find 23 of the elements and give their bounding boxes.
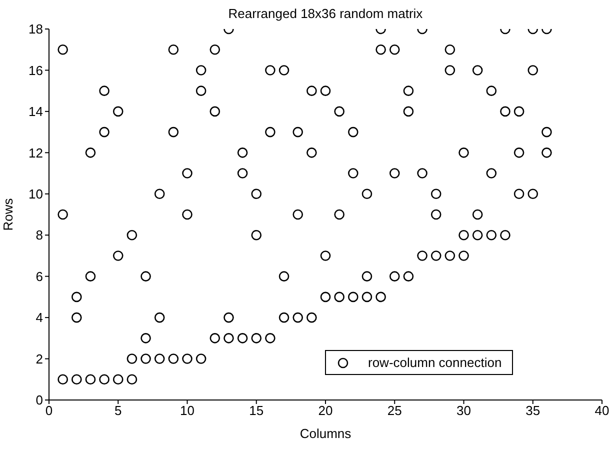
x-tick-label: 35 [526,403,540,418]
y-tick-label: 10 [28,186,43,202]
x-tick-label: 5 [114,403,122,418]
y-tick-label: 12 [28,145,43,160]
legend-label: row-column connection [368,355,502,370]
x-tick-label: 10 [180,403,194,418]
x-tick-label: 40 [594,403,610,418]
x-tick-label: 25 [387,403,402,418]
y-tick-label: 2 [36,351,43,366]
y-axis-title: Rows [0,198,16,231]
x-axis-title: Columns [300,426,352,441]
x-tick-label: 20 [318,403,333,418]
chart-title: Rearranged 18x36 random matrix [227,6,424,21]
y-tick-label: 4 [36,310,43,326]
x-tick-label: 30 [456,403,471,418]
y-tick-label: 0 [36,392,43,408]
y-tick-label: 18 [28,22,43,37]
y-tick-label: 16 [28,62,43,78]
x-tick-label: 15 [249,403,264,418]
y-tick-label: 6 [36,268,43,284]
x-tick-label: 0 [45,403,53,418]
y-tick-label: 14 [28,104,43,120]
y-tick-label: 8 [36,228,43,243]
